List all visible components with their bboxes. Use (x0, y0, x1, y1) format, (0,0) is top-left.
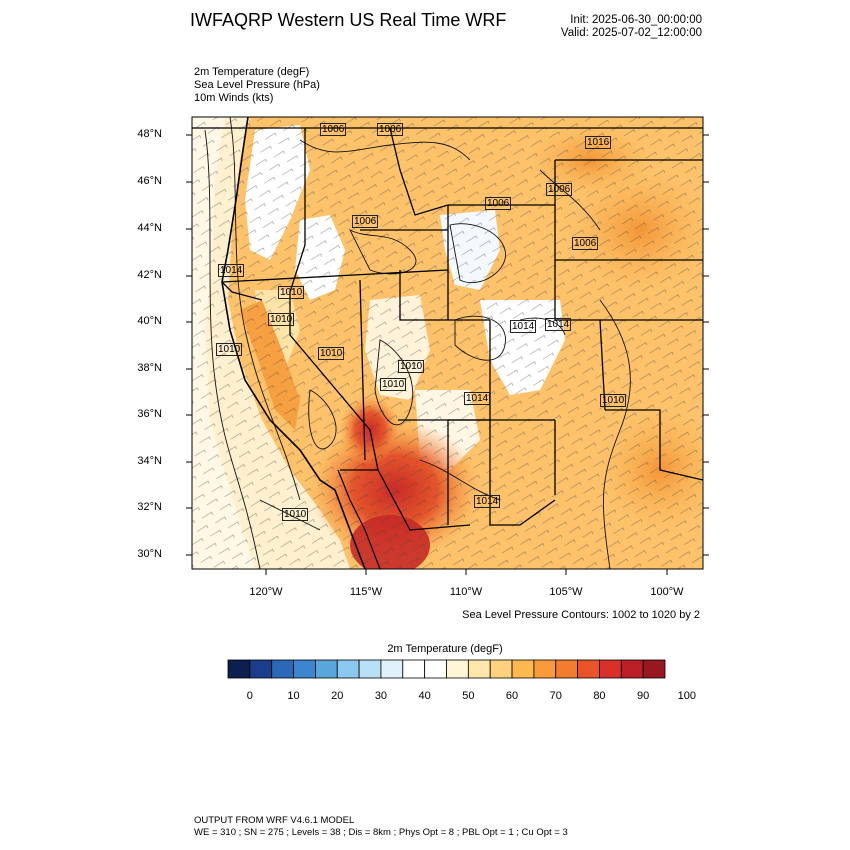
colorbar-box (642, 659, 666, 679)
colorbar (227, 659, 666, 679)
field-winds-label: 10m Winds (kts) (194, 92, 274, 104)
colorbar-box (467, 659, 491, 679)
colorbar-box (271, 659, 294, 679)
lon-label: 115°W (349, 586, 383, 598)
colorbar-box (533, 659, 557, 679)
lat-label: 44°N (137, 222, 162, 234)
pressure-label: 1010 (398, 360, 425, 373)
pressure-label: 1014 (510, 320, 537, 333)
colorbar-label: 40 (418, 690, 431, 702)
contour-note: Sea Level Pressure Contours: 1002 to 102… (462, 609, 700, 621)
colorbar-label: 100 (677, 690, 697, 702)
pressure-label: 1016 (585, 136, 612, 149)
pressure-label: 1006 (485, 197, 512, 210)
colorbar-title: 2m Temperature (degF) (387, 643, 503, 655)
colorbar-box (489, 659, 513, 679)
field-temperature-label: 2m Temperature (degF) (194, 66, 310, 78)
pressure-label: 1010 (278, 286, 305, 299)
lon-label: 120°W (249, 586, 283, 598)
colorbar-box (402, 659, 426, 679)
pressure-label: 1010 (216, 343, 243, 356)
colorbar-box (599, 659, 622, 679)
lon-label: 110°W (449, 586, 483, 598)
chart-title: IWFAQRP Western US Real Time WRF (190, 10, 507, 30)
colorbar-box (336, 659, 360, 679)
lat-label: 34°N (137, 455, 162, 467)
pressure-label: 1010 (600, 394, 627, 407)
coastline (221, 117, 366, 569)
colorbar-label: 30 (374, 690, 388, 702)
colorbar-box (380, 659, 404, 679)
pressure-label: 1006 (352, 215, 379, 228)
pressure-label: 1006 (320, 123, 347, 136)
pressure-label: 1006 (572, 237, 599, 250)
pressure-contours (204, 117, 631, 569)
colorbar-label: 10 (287, 690, 300, 702)
state-borders (192, 127, 703, 531)
lat-label: 36°N (137, 408, 162, 420)
pressure-label: 1010 (318, 347, 345, 360)
colorbar-box (227, 659, 251, 679)
pressure-label: 1014 (545, 318, 572, 331)
colorbar-box (511, 659, 535, 679)
lat-label: 38°N (137, 362, 162, 374)
lat-label: 46°N (137, 175, 162, 187)
lon-label: 105°W (549, 586, 583, 598)
colorbar-box (424, 659, 447, 679)
axis-ticks (186, 134, 709, 575)
pressure-label: 1014 (474, 495, 501, 508)
colorbar-box (249, 659, 273, 679)
field-pressure-label: Sea Level Pressure (hPa) (194, 79, 320, 91)
lat-label: 40°N (137, 315, 162, 327)
colorbar-box (314, 659, 338, 679)
pressure-label: 1006 (377, 123, 404, 136)
pressure-label: 1010 (282, 508, 309, 521)
lon-label: 100°W (650, 586, 684, 598)
init-time: Init: 2025-06-30_00:00:00 (570, 14, 702, 26)
pressure-label: 1010 (380, 378, 407, 391)
colorbar-box (577, 659, 600, 679)
footer-config: WE = 310 ; SN = 275 ; Levels = 38 ; Dis … (194, 827, 568, 838)
colorbar-label: 20 (331, 690, 344, 702)
pressure-label: 1006 (546, 183, 573, 196)
colorbar-box (293, 659, 316, 679)
lat-label: 32°N (137, 501, 162, 513)
colorbar-box (446, 659, 469, 679)
lat-label: 42°N (137, 269, 162, 281)
colorbar-label: 60 (505, 690, 519, 702)
footer-model: OUTPUT FROM WRF V4.6.1 MODEL (194, 815, 355, 826)
colorbar-box (620, 659, 644, 679)
valid-time: Valid: 2025-07-02_12:00:00 (560, 27, 702, 39)
pressure-label: 1010 (268, 313, 295, 326)
map-frame (191, 116, 704, 570)
lat-label: 48°N (137, 128, 162, 140)
colorbar-label: 80 (593, 690, 606, 702)
colorbar-label: 50 (462, 690, 475, 702)
lat-label: 30°N (137, 548, 162, 560)
colorbar-box (358, 659, 382, 679)
map-field (192, 117, 703, 569)
colorbar-label: 0 (246, 690, 253, 702)
colorbar-box (555, 659, 579, 679)
colorbar-label: 90 (637, 690, 650, 702)
pressure-label: 1014 (464, 392, 491, 405)
colorbar-label: 70 (549, 690, 562, 702)
pressure-label: 1014 (218, 264, 245, 277)
